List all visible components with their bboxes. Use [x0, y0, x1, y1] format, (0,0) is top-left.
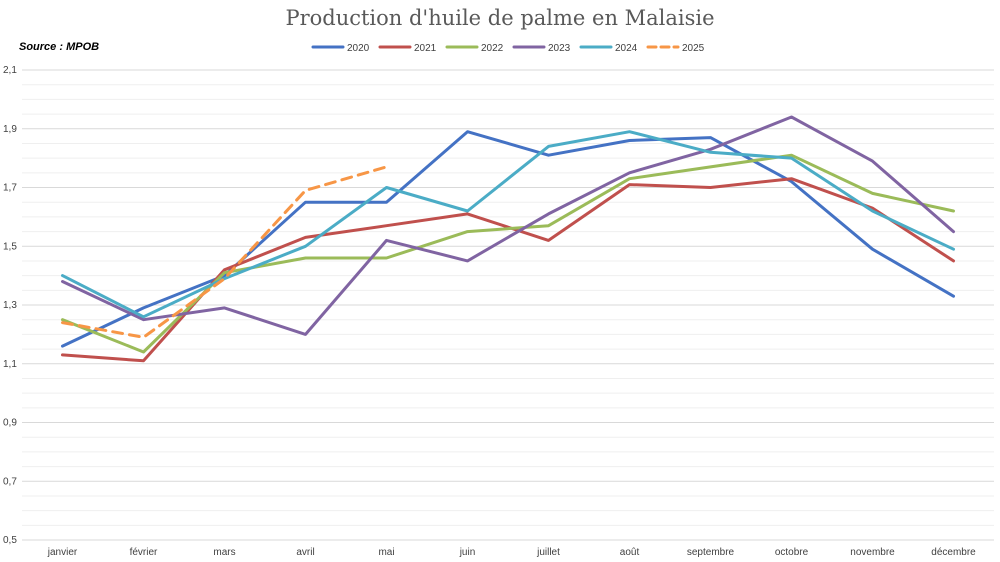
legend-label-2020: 2020 [347, 43, 370, 54]
series-group [61, 115, 955, 363]
x-tick-label: octobre [775, 547, 809, 558]
y-tick-label: 2,1 [3, 65, 17, 76]
legend: 2020 2021 2022 2023 2024 2025 [311, 43, 705, 54]
y-tick-label: 0,5 [3, 535, 17, 546]
x-tick-label: novembre [850, 547, 895, 558]
x-tick-label: août [620, 547, 640, 558]
x-tick-label: décembre [931, 547, 976, 558]
y-tick-label: 1,1 [3, 359, 17, 370]
x-tick-label: juillet [536, 547, 560, 558]
y-tick-label: 1,3 [3, 300, 17, 311]
x-tick-label: janvier [47, 547, 78, 558]
y-tick-label: 1,5 [3, 241, 17, 252]
x-tick-label: juin [459, 547, 476, 558]
series-line-2025 [61, 165, 388, 339]
legend-label-2022: 2022 [481, 43, 504, 54]
x-tick-label: février [130, 547, 158, 558]
legend-label-2023: 2023 [548, 43, 571, 54]
x-tick-label: septembre [687, 547, 735, 558]
legend-label-2024: 2024 [615, 43, 638, 54]
grid [22, 69, 994, 541]
y-tick-label: 1,7 [3, 183, 17, 194]
x-tick-label: mars [213, 547, 235, 558]
series-line-2020 [61, 130, 955, 348]
y-tick-label: 1,9 [3, 124, 17, 135]
x-tick-label: mai [378, 547, 394, 558]
x-tick-label: avril [296, 547, 314, 558]
series-line-2024 [61, 130, 955, 319]
legend-label-2021: 2021 [414, 43, 437, 54]
y-tick-label: 0,7 [3, 476, 17, 487]
y-axis: 0,5 0,7 0,9 1,1 1,3 1,5 1,7 1,9 2,1 [3, 65, 17, 546]
y-tick-label: 0,9 [3, 418, 17, 429]
chart-title: Production d'huile de palme en Malaisie [285, 6, 714, 30]
x-axis: janvier février mars avril mai juin juillet aoû… [47, 547, 976, 558]
legend-label-2025: 2025 [682, 43, 705, 54]
series-line-2023 [61, 115, 955, 336]
source-label: Source : MPOB [19, 41, 99, 53]
